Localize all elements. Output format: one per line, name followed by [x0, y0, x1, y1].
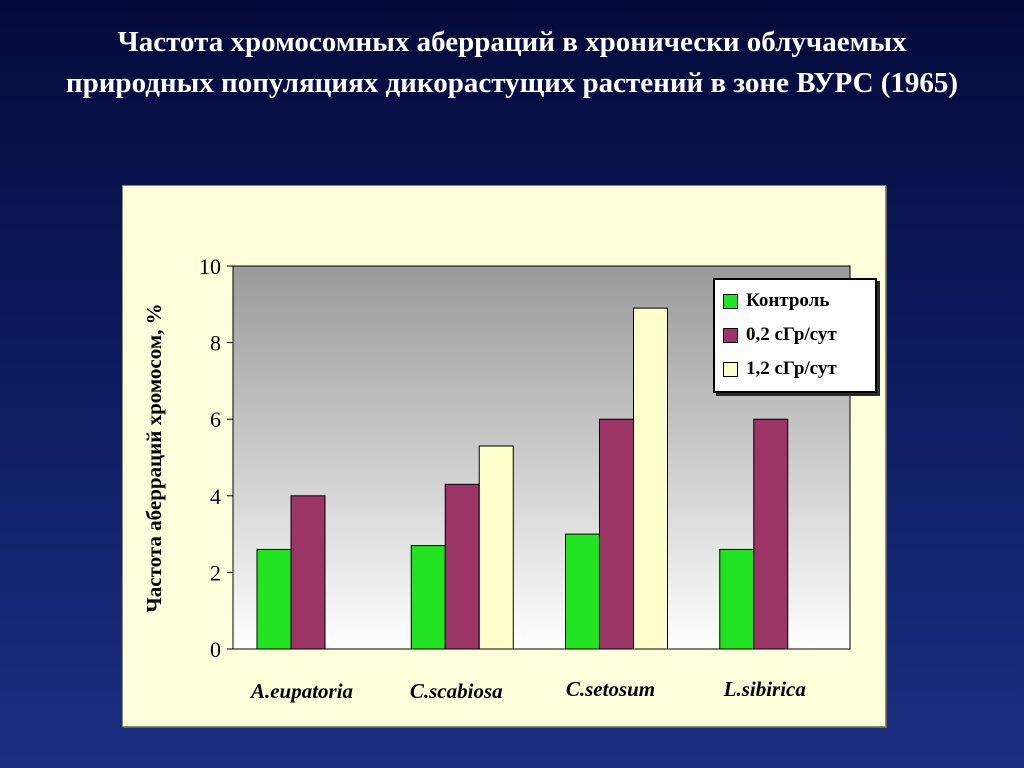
bar-control — [410, 545, 446, 650]
slide-title: Частота хромосомных аберраций в хроничес… — [65, 26, 959, 99]
legend-item-dose-12: 1,2 сГр/сут — [723, 356, 837, 382]
x-category-label: A.eupatoria — [249, 679, 353, 703]
bar-dose-02 — [444, 483, 480, 650]
x-category-label: L.sibirica — [723, 677, 806, 701]
x-category-label: C.scabiosa — [410, 679, 503, 703]
legend-label-control: Контроль — [746, 290, 830, 311]
y-axis-title: Частота аберраций хромосом, % — [142, 303, 166, 612]
legend-swatch-dose-02 — [723, 327, 738, 343]
bar-control — [565, 533, 600, 650]
bar-dose-12 — [633, 307, 668, 650]
y-tick-label: 6 — [210, 407, 221, 432]
bar-chart: 0 2 4 6 8 10 A.eupatoria C.scabiosa C.setosum L.… — [142, 254, 851, 703]
legend-swatch-dose-12 — [723, 361, 738, 377]
chart-legend: Контроль 0,2 сГр/сут 1,2 сГр/сут — [713, 278, 877, 393]
bar-control — [256, 548, 292, 650]
y-tick-label: 0 — [210, 637, 221, 662]
bar-dose-02 — [290, 495, 326, 650]
legend-label-dose-02: 0,2 сГр/сут — [746, 324, 837, 345]
legend-item-dose-02: 0,2 сГр/сут — [723, 322, 837, 348]
legend-item-control: Контроль — [723, 288, 829, 314]
bar-dose-02 — [599, 418, 634, 650]
legend-swatch-control — [723, 293, 738, 309]
bar-control — [719, 548, 755, 650]
x-category-label: C.setosum — [566, 677, 655, 701]
y-tick-label: 4 — [210, 484, 221, 509]
y-tick-label: 8 — [210, 331, 221, 356]
bar-dose-12 — [478, 445, 514, 650]
y-tick-label: 2 — [210, 560, 221, 585]
y-tick-label: 10 — [199, 254, 221, 279]
legend-label-dose-12: 1,2 сГр/сут — [746, 358, 837, 379]
bar-dose-02 — [753, 418, 789, 650]
chart-panel: 0 2 4 6 8 10 A.eupatoria C.scabiosa C.setosum L.… — [122, 185, 886, 727]
